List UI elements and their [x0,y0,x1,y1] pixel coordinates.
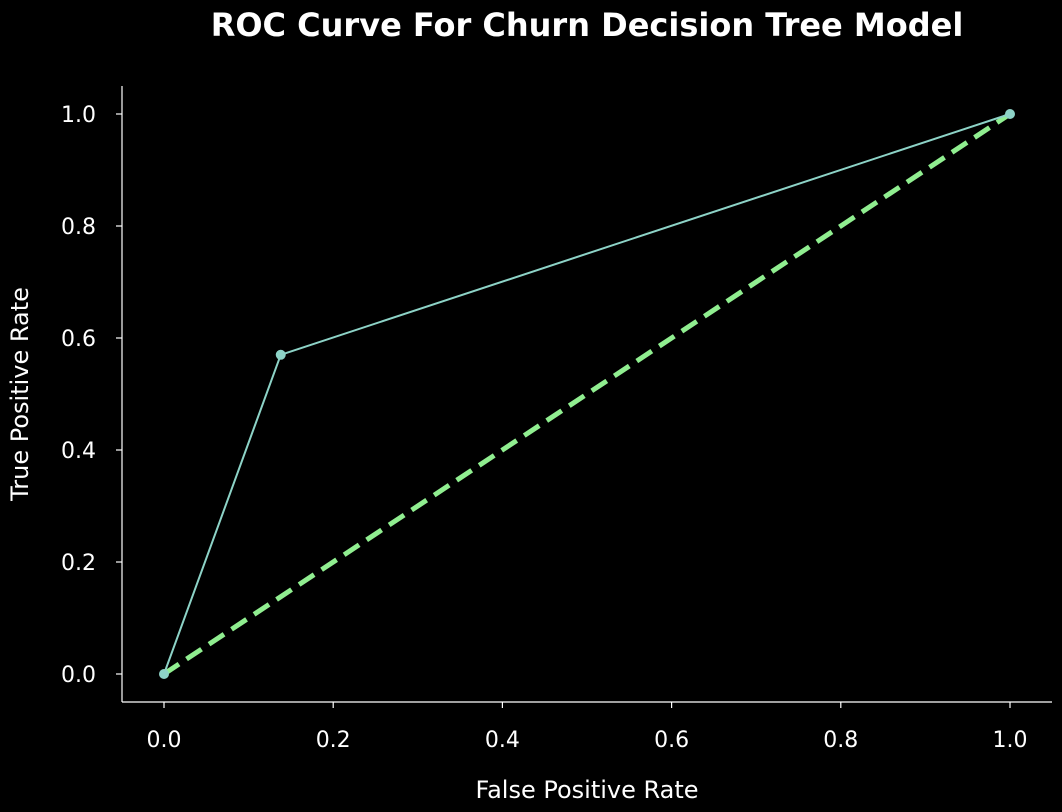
x-axis-label: False Positive Rate [475,776,698,804]
x-tick-label: 0.6 [654,728,689,753]
x-tick-label: 0.8 [823,728,858,753]
y-axis-label: True Positive Rate [6,287,34,502]
x-axis-ticks: 0.0 0.2 0.4 0.6 0.8 1.0 [147,702,1028,753]
axes-spines [121,86,1052,703]
roc-point-marker [1005,109,1015,119]
x-tick-label: 0.2 [316,728,351,753]
y-axis-ticks: 0.0 0.2 0.4 0.6 0.8 1.0 [61,103,122,688]
plot-series [159,109,1015,679]
diagonal-reference-line [162,111,1012,677]
y-tick-label: 0.8 [61,215,96,240]
y-tick-label: 0.6 [61,327,96,352]
y-tick-label: 0.2 [61,551,96,576]
x-tick-label: 0.4 [485,728,520,753]
chart-title: ROC Curve For Churn Decision Tree Model [211,6,964,44]
roc-point-marker [275,349,286,360]
y-tick-label: 1.0 [61,103,96,128]
y-tick-label: 0.0 [61,663,96,688]
roc-point-marker [159,669,169,679]
x-tick-label: 1.0 [993,728,1028,753]
y-tick-label: 0.4 [61,439,96,464]
x-tick-label: 0.0 [147,728,182,753]
